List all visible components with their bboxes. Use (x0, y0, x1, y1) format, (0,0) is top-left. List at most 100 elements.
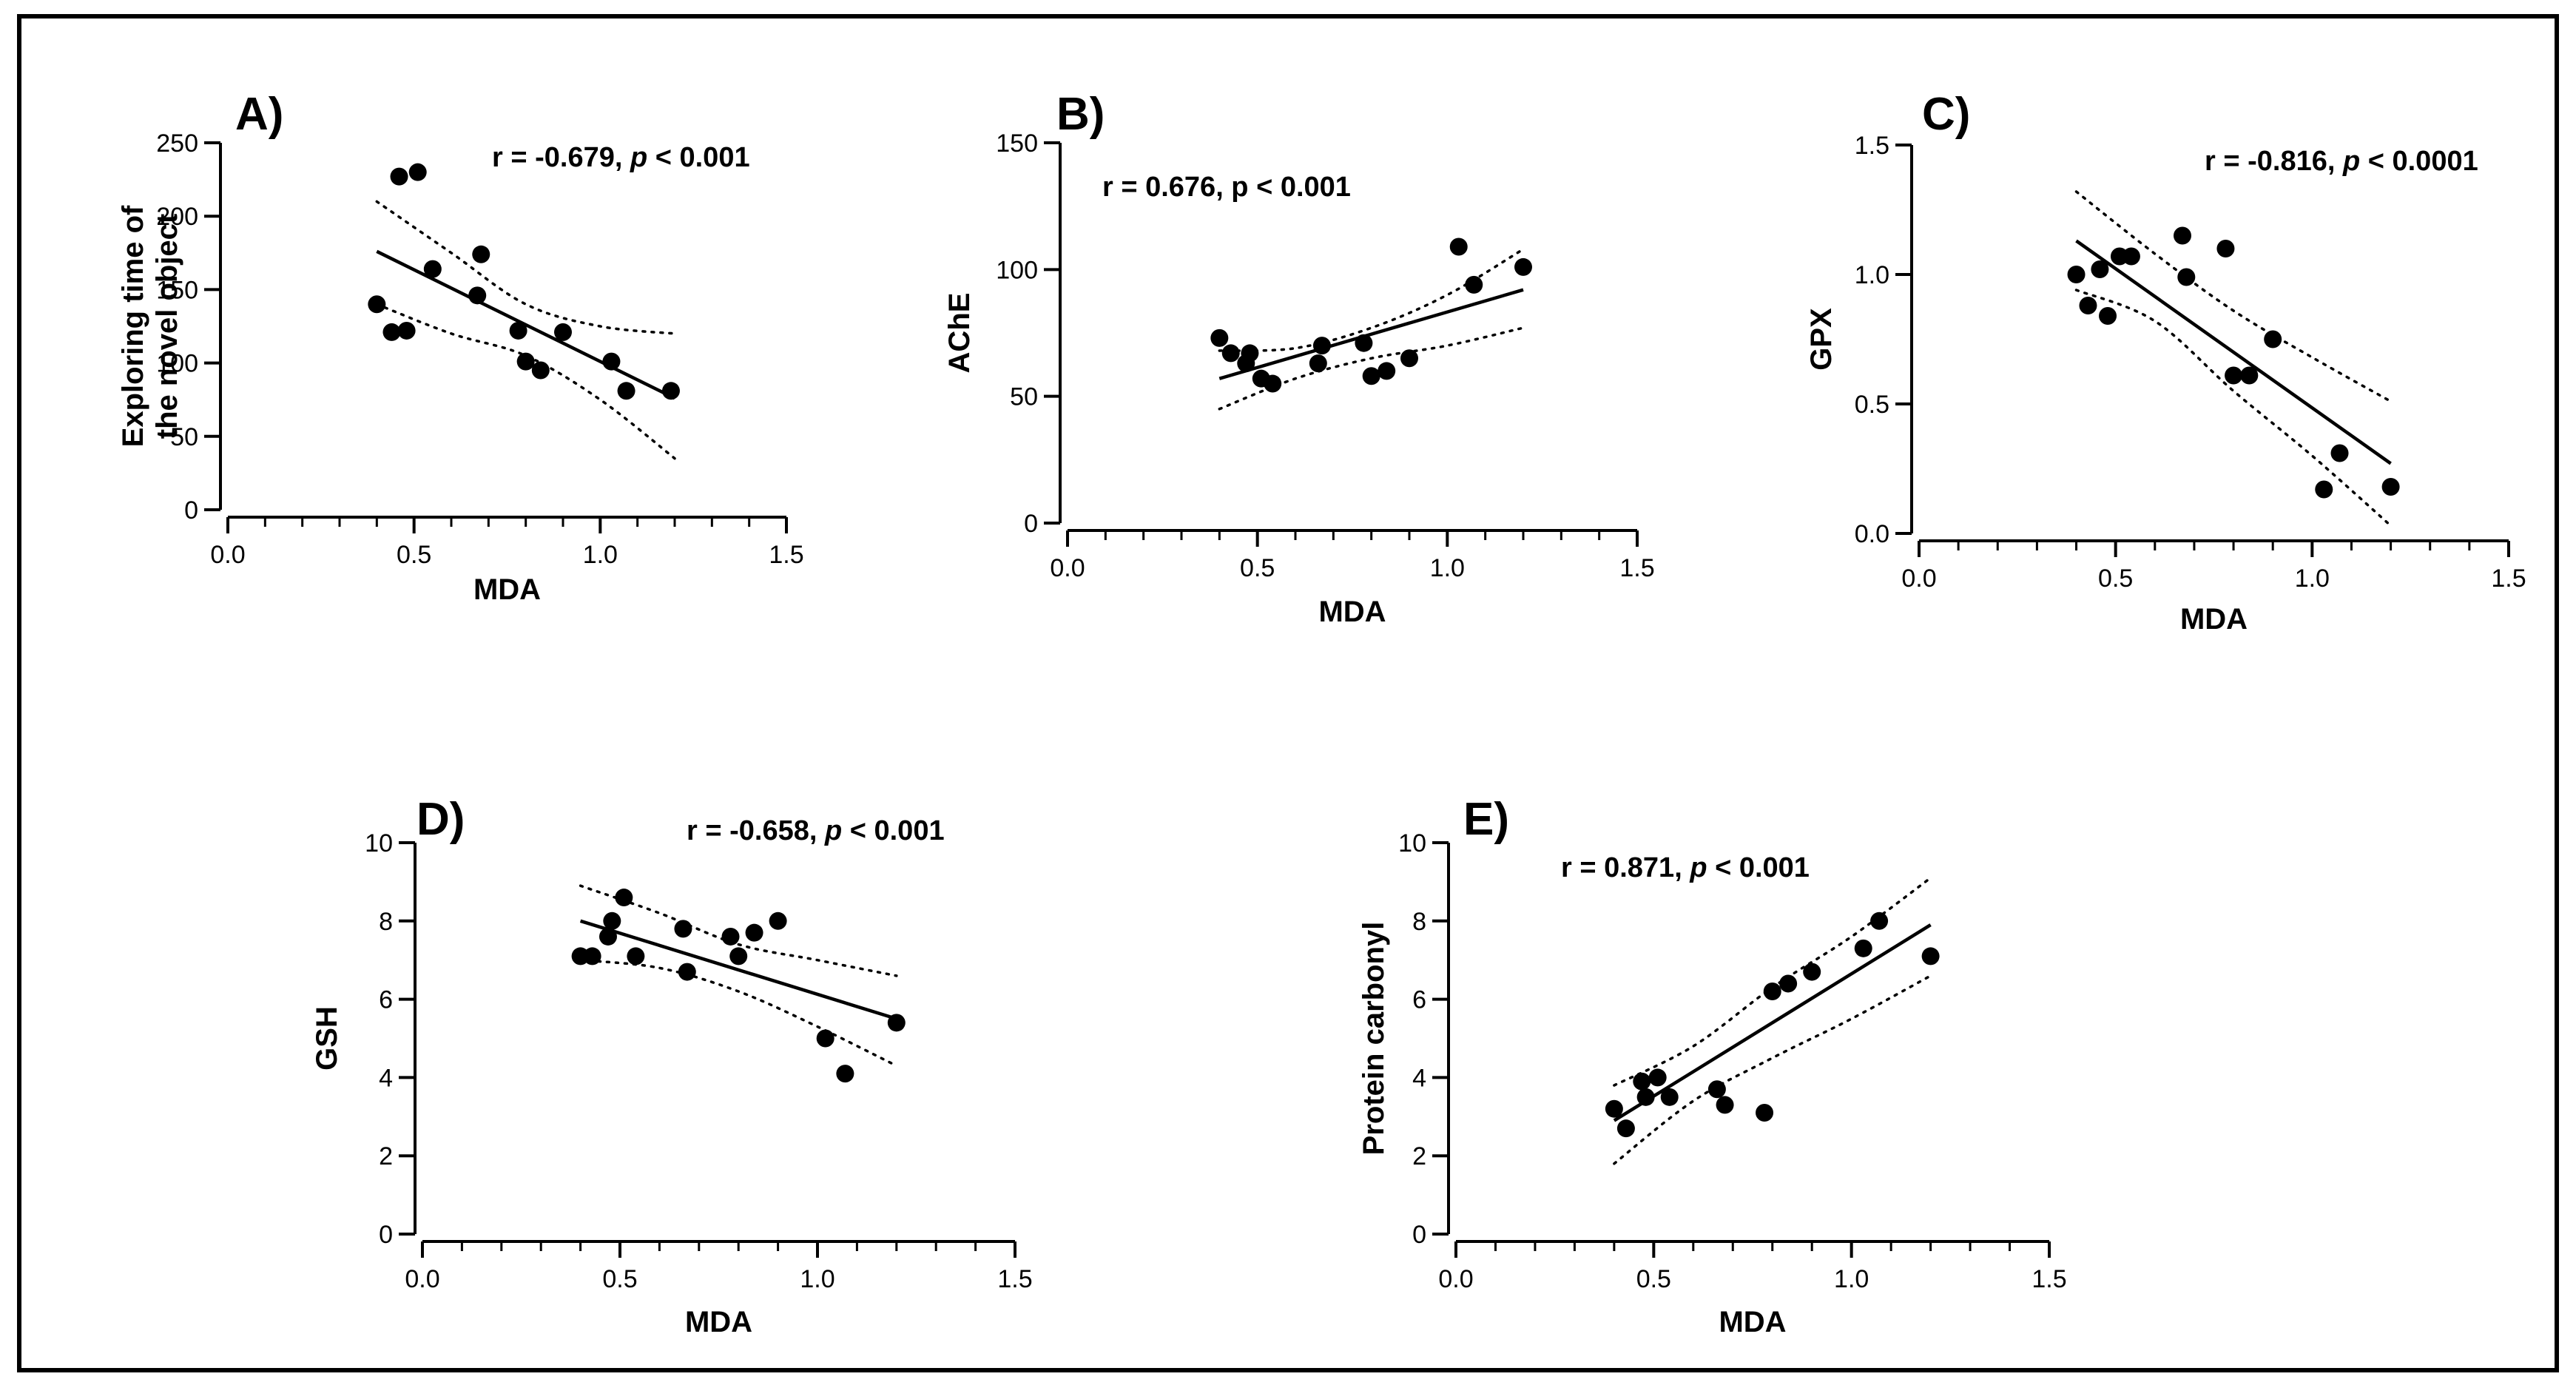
data-point (2173, 226, 2191, 245)
y-axis-title: GSH (311, 1006, 343, 1071)
regression-line (1218, 288, 1524, 380)
data-point (2264, 330, 2282, 348)
x-tick-label: 1.0 (1834, 1265, 1869, 1293)
x-tick-label: 1.0 (583, 541, 618, 569)
y-axis-title: Protein carbonyl (1358, 922, 1390, 1156)
y-tick-label: 10 (365, 829, 393, 857)
figure-border (17, 14, 2559, 1372)
data-point (1633, 1072, 1651, 1091)
data-point (472, 245, 490, 263)
data-point (1309, 354, 1327, 373)
y-tick-label: 50 (1010, 383, 1038, 411)
chart-panel-a: 0.0 0.5 1.0 1.5 0 50 100 150 200 250 A) r = -0.679,… (117, 89, 804, 606)
data-point (2216, 240, 2235, 257)
data-point (1716, 1096, 1734, 1114)
y-tick-label: 250 (156, 129, 198, 158)
data-point (2091, 260, 2109, 278)
panel-label: D) (417, 794, 465, 845)
data-point (390, 167, 408, 186)
data-point (1355, 334, 1373, 352)
ci-upper-band (579, 884, 898, 977)
ci-upper-band (375, 200, 676, 335)
data-point (1264, 374, 1282, 393)
data-point (423, 260, 442, 278)
chart-panel-d: 0.0 0.5 1.0 1.5 0 2 4 6 8 10 D) r = -0.658, p < 0.0… (311, 794, 1033, 1338)
panel-label: A) (235, 89, 283, 140)
chart-panel-e: 0.0 0.5 1.0 1.5 0 2 4 6 8 10 E) r = 0.871, p < 0.00… (1358, 794, 2067, 1338)
data-point (2381, 478, 2400, 496)
data-point (1636, 1088, 1655, 1106)
data-point (1241, 344, 1259, 363)
y-tick-label: 0 (184, 496, 198, 525)
data-point (1756, 1104, 1774, 1122)
panel-label: C) (1922, 89, 1970, 140)
data-point (468, 286, 487, 305)
data-point (554, 323, 572, 341)
data-point (836, 1065, 854, 1083)
x-tick-label: 0.5 (602, 1265, 637, 1293)
data-point (1362, 367, 1380, 385)
x-axis-title: MDA (473, 573, 541, 606)
data-point (1763, 983, 1781, 1001)
y-tick-label: 6 (379, 986, 393, 1014)
data-point (368, 295, 386, 314)
correlation-stat: r = 0.676, p < 0.001 (1102, 172, 1351, 203)
y-tick-label: 10 (1398, 829, 1426, 857)
ci-upper-band (2074, 190, 2393, 403)
x-tick-label: 1.0 (1430, 554, 1465, 582)
data-point (1648, 1068, 1667, 1087)
x-tick-label: 0.0 (1901, 565, 1936, 593)
ci-lower-band (2074, 289, 2393, 528)
y-tick-label: 150 (156, 276, 198, 304)
y-tick-label: 0 (1412, 1221, 1426, 1249)
x-tick-label: 0.5 (1240, 554, 1275, 582)
data-point (2177, 268, 2196, 286)
data-point (1616, 1119, 1635, 1138)
data-point (2315, 480, 2333, 499)
data-point (1221, 344, 1240, 363)
data-point (816, 1029, 834, 1048)
data-point (1449, 237, 1468, 256)
data-point (674, 920, 692, 938)
x-tick-label: 1.5 (2491, 565, 2526, 593)
y-tick-label: 150 (996, 129, 1038, 158)
data-point (2225, 366, 2243, 385)
x-tick-label: 1.5 (2032, 1265, 2066, 1293)
data-point (745, 923, 763, 942)
y-tick-label: 0 (379, 1221, 393, 1249)
data-point (729, 947, 748, 966)
panel-label: B) (1056, 89, 1105, 140)
data-point (2079, 297, 2097, 314)
x-tick-label: 1.5 (1619, 554, 1654, 582)
y-tick-label: 6 (1412, 986, 1426, 1014)
data-point (1803, 963, 1821, 981)
data-point (1465, 275, 1483, 294)
x-tick-label: 1.0 (2295, 565, 2330, 593)
y-tick-label: 8 (379, 908, 393, 936)
data-point (2330, 444, 2349, 462)
data-point (615, 889, 633, 907)
chart-panel-c: 0.0 0.5 1.0 1.5 0.0 0.5 1.0 1.5 C) r = -0.816, p … (1805, 89, 2526, 636)
x-tick-label: 1.5 (997, 1265, 1032, 1293)
data-point (678, 963, 696, 981)
data-point (2240, 366, 2259, 385)
y-tick-label: 50 (170, 423, 198, 451)
regression-line (2075, 239, 2392, 465)
y-axis-title: AChE (943, 293, 976, 374)
x-axis-title: MDA (1318, 596, 1386, 628)
data-point (769, 911, 787, 930)
y-axis-title: GPX (1805, 308, 1838, 371)
ci-lower-band (375, 303, 676, 460)
y-tick-label: 0.5 (1855, 391, 1889, 419)
data-point (2067, 266, 2086, 283)
data-point (1378, 362, 1396, 380)
y-axis-title: Exploring time ofthe novel object (117, 205, 183, 447)
data-point (887, 1014, 906, 1032)
y-tick-label: 0 (1024, 510, 1038, 538)
y-tick-label: 2 (379, 1142, 393, 1170)
x-tick-label: 0.5 (2098, 565, 2133, 593)
y-tick-label: 4 (379, 1064, 393, 1092)
regression-line (1613, 923, 1932, 1122)
x-axis-title: MDA (685, 1306, 752, 1338)
